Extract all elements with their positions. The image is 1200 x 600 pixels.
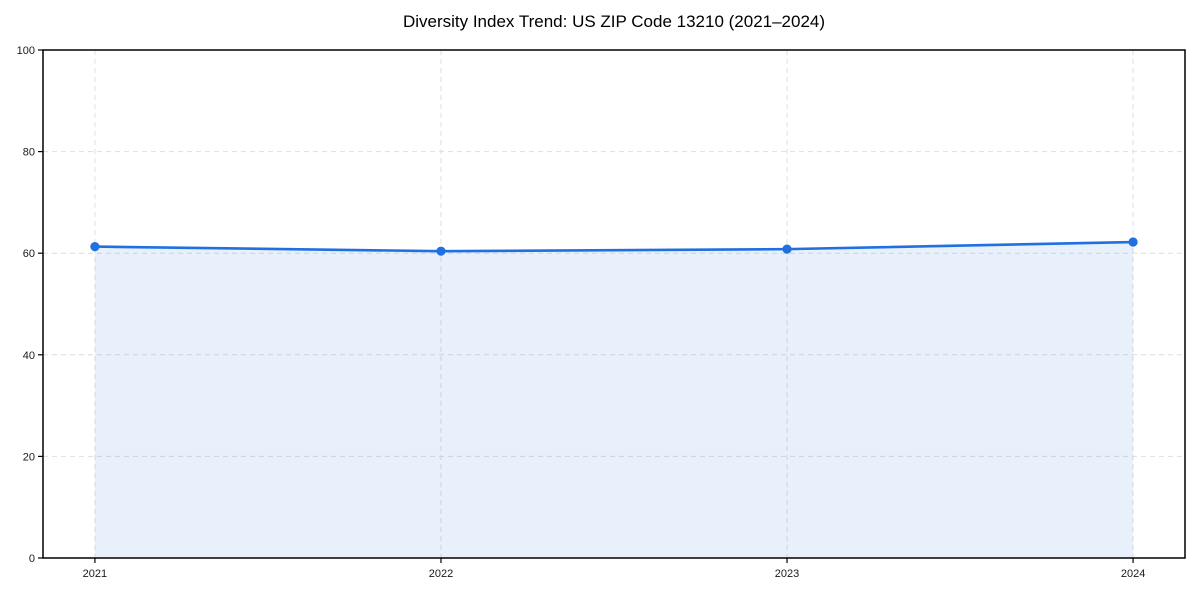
trend-line [93,240,1135,253]
data-points-layer [90,237,1138,256]
data-point-2024 [1128,237,1138,247]
x-tick-label: 2024 [1121,568,1145,580]
chart-title: Diversity Index Trend: US ZIP Code 13210… [402,12,826,31]
y-tick-label: 100 [17,45,35,57]
data-point-2021 [90,241,100,252]
tick-labels-layer: 0 20 40 60 80 100 2021 2022 2023 2024 [17,45,1146,580]
area-fill [94,242,1134,559]
y-tick-label: 80 [23,147,35,159]
y-tick-label: 20 [23,451,35,463]
y-tick-label: 40 [23,350,35,362]
plot-border [42,49,1186,559]
y-tick-label: 60 [23,248,35,260]
data-point-2023 [782,244,792,254]
tick-marks-layer [38,49,1134,563]
x-tick-label: 2023 [775,568,799,580]
y-tick-label: 0 [29,553,35,565]
data-point-2022 [436,246,446,256]
x-tick-label: 2022 [429,568,453,580]
x-tick-label: 2021 [83,568,107,580]
